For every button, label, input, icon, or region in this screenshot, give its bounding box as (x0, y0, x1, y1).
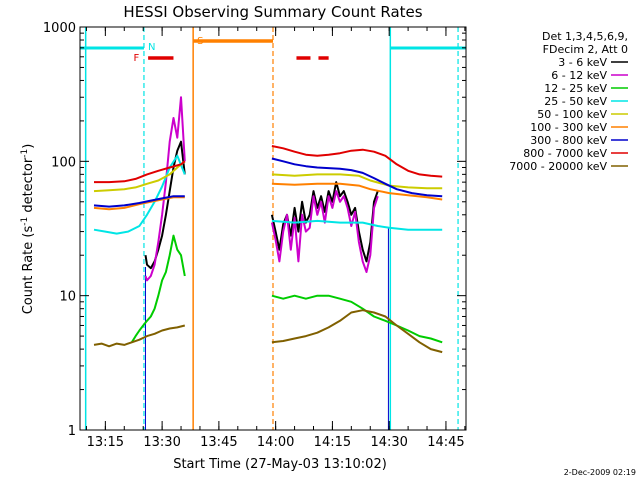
legend-header: FDecim 2, Att 0 (543, 43, 628, 56)
x-tick-label: 14:00 (257, 435, 294, 450)
series-line (144, 140, 186, 270)
x-tick-label: 14:15 (314, 435, 351, 450)
annotation-label: F (134, 53, 140, 64)
series-line (270, 181, 379, 263)
y-label-part-1: Count Rate (s (21, 226, 36, 315)
legend-entry-label: 300 - 800 keV (530, 134, 607, 147)
series-line (130, 234, 186, 343)
legend: Det 1,3,4,5,6,9,FDecim 2, Att 03 - 6 keV… (509, 30, 628, 173)
legend-entry-label: 6 - 12 keV (551, 69, 607, 82)
x-tick-label: 14:30 (370, 435, 407, 450)
series-line (93, 160, 186, 193)
series-line (271, 309, 443, 354)
series-line (271, 157, 443, 198)
y-label-part-2: detector (21, 157, 36, 217)
series-line (93, 196, 185, 211)
y-tick-label: 1000 (43, 21, 76, 36)
timestamp-label: 2-Dec-2009 02:19 (564, 468, 636, 477)
y-label-sup-2: -1 (20, 149, 30, 158)
x-axis-label: Start Time (27-May-03 13:10:02) (173, 457, 387, 472)
x-tick-label: 13:45 (200, 435, 237, 450)
legend-entry-label: 25 - 50 keV (544, 95, 607, 108)
x-tick-label: 13:30 (143, 435, 180, 450)
y-label-part-3: ) (21, 144, 36, 149)
x-tick-label: 13:15 (87, 435, 124, 450)
series-line (93, 324, 186, 348)
series-line (94, 160, 186, 184)
legend-entry-label: 7000 - 20000 keV (509, 160, 607, 173)
annotation-label: N (148, 42, 155, 53)
legend-entry-label: 50 - 100 keV (537, 108, 607, 121)
series-line (93, 195, 185, 208)
chart-title: HESSI Observing Summary Count Rates (123, 3, 422, 21)
annotation-label: S (197, 36, 203, 47)
plot-area: NF S (79, 26, 467, 431)
series-line (270, 190, 379, 273)
y-tick-label: 10 (59, 290, 76, 305)
series-line (93, 154, 186, 235)
y-tick-label: 1 (68, 424, 76, 439)
legend-header: Det 1,3,4,5,6,9, (542, 30, 628, 43)
y-label-sup-1: -1 (20, 217, 30, 226)
series-line (271, 219, 443, 231)
legend-entry-label: 12 - 25 keV (544, 82, 607, 95)
legend-entry-label: 100 - 300 keV (530, 121, 607, 134)
series-line (271, 182, 443, 201)
x-tick-label: 14:45 (427, 435, 464, 450)
plot-frame (79, 26, 467, 431)
y-axis-label: Count Rate (s-1 detector-1) (20, 144, 36, 315)
series-line (271, 294, 443, 344)
axis-ticks: 1 10 100 1000 13:15 13:30 13:45 14:00 14:15 14:30… (43, 21, 466, 450)
legend-entry-label: 800 - 7000 keV (523, 147, 607, 160)
y-tick-label: 100 (51, 155, 76, 170)
series-line (271, 173, 443, 190)
series-line (271, 145, 443, 178)
legend-entry-label: 3 - 6 keV (558, 56, 607, 69)
